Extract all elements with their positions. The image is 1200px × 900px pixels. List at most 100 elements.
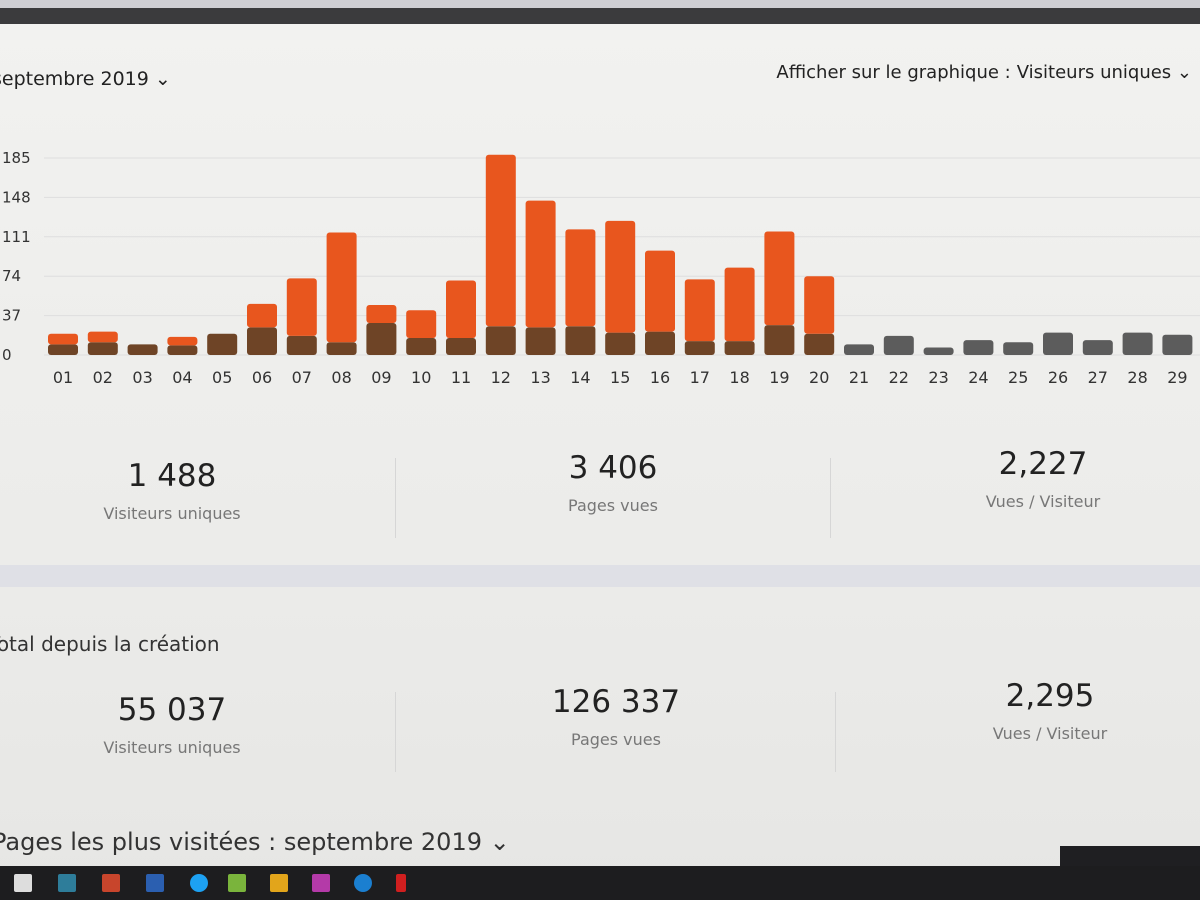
x-tick-label: 06 [252, 368, 272, 387]
x-tick-label: 23 [928, 368, 948, 387]
separator [395, 458, 396, 538]
bar-segment [605, 332, 636, 355]
x-tick-label: 04 [172, 368, 192, 387]
stat: 3 406 Pages vues [463, 450, 763, 515]
bar-segment [87, 331, 118, 343]
bar-segment [127, 344, 158, 355]
bar-segment [883, 335, 914, 355]
bar-segment [485, 154, 516, 327]
x-tick-label: 26 [1048, 368, 1068, 387]
x-tick-label: 08 [331, 368, 351, 387]
bar-segment [286, 278, 317, 336]
popular-pages-title[interactable]: Pages les plus visitées : septembre 2019… [0, 828, 510, 856]
display-value[interactable]: Visiteurs uniques [1016, 62, 1172, 83]
x-tick-label: 03 [132, 368, 152, 387]
bar-segment [326, 232, 357, 343]
total-stats: 55 037 Visiteurs uniques 126 337 Pages vue… [0, 678, 1200, 802]
x-tick-label: 19 [769, 368, 789, 387]
bar-segment [1082, 340, 1113, 355]
y-tick-label: 37 [2, 307, 21, 325]
x-tick-label: 25 [1008, 368, 1028, 387]
x-tick-label: 22 [889, 368, 909, 387]
taskbar-icon[interactable] [396, 874, 406, 892]
bar-segment [87, 342, 118, 355]
period-text[interactable]: septembre 2019 [0, 68, 149, 90]
y-tick-label: 111 [2, 228, 31, 246]
taskbar-icon[interactable] [14, 874, 32, 892]
taskbar-icon[interactable] [228, 874, 246, 892]
bar-segment [804, 333, 835, 355]
x-tick-label: 09 [371, 368, 391, 387]
bar-segment [48, 344, 78, 355]
display-label: Afficher sur le graphique : [776, 62, 1011, 83]
bar-segment [684, 279, 715, 342]
x-tick-label: 13 [530, 368, 550, 387]
stat: 2,227 Vues / Visiteur [893, 446, 1193, 511]
bar-segment [645, 331, 675, 355]
month-stats: 1 488 Visiteurs uniques 3 406 Pages vues 2… [0, 446, 1200, 568]
taskbar-icon[interactable] [58, 874, 76, 892]
bar-segment [207, 333, 238, 355]
bar-segment [525, 200, 556, 328]
x-tick-label: 18 [729, 368, 749, 387]
chart: 0 37 74 111 148 185 01 02 03 04 05 06 07 08 09 10 11 12 13… [2, 149, 1200, 387]
bar-segment [366, 304, 397, 324]
taskbar-icon[interactable] [190, 874, 208, 892]
taskbar-icon[interactable] [270, 874, 288, 892]
bar-segment [605, 220, 636, 333]
y-tick-label: 0 [2, 346, 12, 364]
bar-segment [167, 336, 198, 346]
bar-segment [923, 347, 954, 355]
x-tick-label: 11 [451, 368, 471, 387]
x-tick-label: 29 [1167, 368, 1187, 387]
x-tick-label: 27 [1088, 368, 1108, 387]
bar-segment [48, 333, 78, 345]
bar-segment [247, 303, 277, 328]
stat-label: Vues / Visiteur [985, 492, 1101, 511]
bar-segment [963, 340, 994, 355]
stat-value: 2,227 [998, 446, 1088, 482]
stat-label: Vues / Visiteur [992, 724, 1108, 743]
x-tick-label: 05 [212, 368, 232, 387]
bar-segment [1162, 334, 1193, 355]
display-selector[interactable]: Afficher sur le graphique : Visiteurs uni… [776, 62, 1192, 83]
bar-segment [1043, 332, 1073, 355]
x-tick-label: 24 [968, 368, 988, 387]
bar-segment [446, 337, 476, 355]
taskbar-icon[interactable] [312, 874, 330, 892]
x-tick-label: 10 [411, 368, 431, 387]
x-tick-label: 12 [491, 368, 511, 387]
bar-segment [764, 231, 795, 326]
x-tick-label: 02 [93, 368, 113, 387]
bar-segment [485, 326, 516, 355]
bar-segment [446, 280, 476, 338]
x-tick-label: 20 [809, 368, 829, 387]
stat-label: Visiteurs uniques [103, 738, 241, 757]
taskbar-icon[interactable] [146, 874, 164, 892]
x-tick-label: 07 [292, 368, 312, 387]
bar-segment [844, 344, 874, 355]
y-tick-label: 74 [2, 267, 21, 285]
bar-segment [286, 335, 317, 355]
popular-pages-text[interactable]: Pages les plus visitées : septembre 2019 [0, 828, 482, 856]
bar-segment [1003, 342, 1034, 355]
stat-value: 126 337 [551, 684, 681, 720]
y-tick-label: 185 [2, 149, 31, 167]
bar-segment [565, 326, 596, 355]
period-selector[interactable]: septembre 2019 ⌄ [0, 68, 171, 90]
separator [395, 692, 396, 772]
x-tick-label: 01 [53, 368, 73, 387]
x-tick-label: 17 [690, 368, 710, 387]
bar-segment [366, 323, 397, 355]
x-tick-label: 28 [1127, 368, 1147, 387]
bar-segment [406, 337, 437, 355]
bar-segment [247, 327, 277, 355]
section-title: Total depuis la création [0, 632, 220, 656]
stat-label: Pages vues [571, 730, 661, 749]
taskbar-icon[interactable] [102, 874, 120, 892]
separator [835, 692, 836, 772]
stat-value: 2,295 [1005, 678, 1095, 714]
bar-segment [525, 327, 556, 355]
taskbar-icon[interactable] [354, 874, 372, 892]
